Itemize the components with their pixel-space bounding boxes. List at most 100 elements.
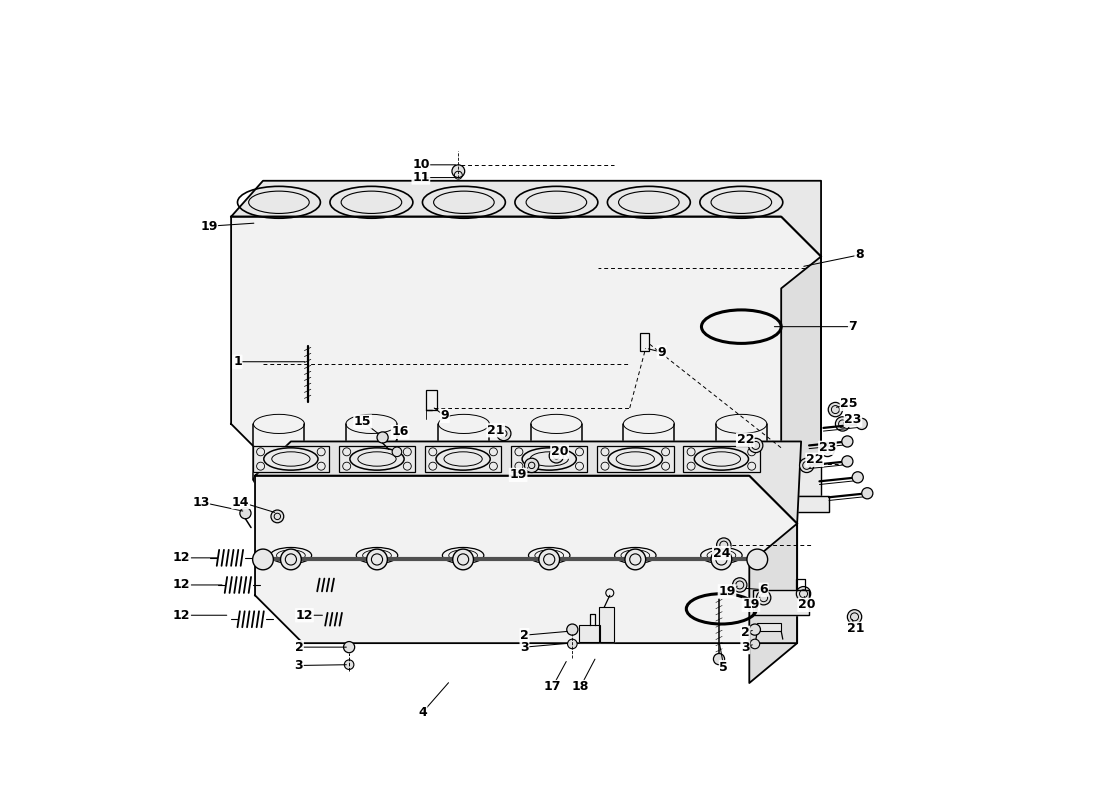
Circle shape	[748, 438, 763, 453]
Bar	[253, 446, 329, 472]
Text: 22: 22	[806, 454, 824, 466]
Polygon shape	[778, 464, 821, 496]
Text: 9: 9	[658, 346, 666, 358]
Text: 18: 18	[572, 681, 588, 694]
Circle shape	[366, 549, 387, 570]
Polygon shape	[697, 464, 741, 496]
Circle shape	[453, 549, 473, 570]
Text: 2: 2	[520, 629, 529, 642]
Bar	[778, 464, 821, 496]
Bar	[757, 623, 781, 631]
Text: 16: 16	[392, 426, 409, 438]
Circle shape	[539, 549, 560, 570]
Bar	[640, 333, 649, 350]
Bar	[275, 464, 319, 496]
Circle shape	[566, 624, 578, 635]
Circle shape	[711, 549, 732, 570]
Text: 19: 19	[742, 598, 760, 611]
Text: eurospares: eurospares	[502, 410, 678, 438]
Text: 12: 12	[173, 578, 190, 591]
Text: 12: 12	[173, 609, 190, 622]
Polygon shape	[425, 446, 502, 472]
Circle shape	[842, 456, 852, 467]
Bar	[683, 446, 760, 472]
Polygon shape	[754, 590, 810, 615]
Circle shape	[757, 590, 771, 605]
Text: 24: 24	[713, 546, 730, 559]
Text: 1: 1	[233, 355, 242, 368]
Polygon shape	[403, 464, 447, 496]
Polygon shape	[231, 181, 821, 257]
Text: 23: 23	[845, 414, 861, 426]
Bar	[597, 446, 673, 472]
Text: 5: 5	[719, 661, 728, 674]
Bar	[403, 464, 447, 496]
Polygon shape	[275, 464, 319, 496]
Text: 21: 21	[487, 424, 505, 437]
Circle shape	[525, 458, 539, 473]
Text: 19: 19	[718, 585, 736, 598]
Polygon shape	[600, 607, 614, 642]
Text: eurospares: eurospares	[502, 210, 678, 238]
Polygon shape	[554, 464, 597, 496]
Text: 13: 13	[192, 495, 209, 509]
Polygon shape	[757, 623, 781, 631]
Polygon shape	[231, 217, 821, 464]
Text: 25: 25	[840, 398, 858, 410]
Text: 10: 10	[412, 158, 430, 171]
Text: 22: 22	[737, 434, 755, 446]
Circle shape	[733, 578, 747, 592]
Bar	[600, 607, 614, 642]
Circle shape	[280, 549, 301, 570]
Bar	[554, 464, 597, 496]
Text: 20: 20	[798, 598, 815, 611]
Text: 12: 12	[173, 551, 190, 564]
Polygon shape	[683, 446, 760, 472]
Circle shape	[861, 488, 873, 499]
Polygon shape	[546, 496, 606, 512]
Bar	[769, 496, 829, 512]
Circle shape	[821, 442, 835, 457]
Polygon shape	[580, 625, 601, 642]
Bar	[510, 446, 587, 472]
Text: 2: 2	[295, 641, 304, 654]
Bar	[697, 464, 741, 496]
Circle shape	[271, 510, 284, 522]
Polygon shape	[597, 446, 673, 472]
Bar	[427, 390, 437, 410]
Polygon shape	[253, 446, 329, 472]
Text: eurospares: eurospares	[239, 410, 415, 438]
Polygon shape	[510, 446, 587, 472]
Text: 20: 20	[551, 446, 569, 458]
Circle shape	[800, 458, 814, 473]
Bar	[267, 496, 327, 512]
Circle shape	[549, 449, 563, 463]
Circle shape	[714, 654, 725, 665]
Text: 3: 3	[741, 641, 749, 654]
Circle shape	[392, 447, 402, 457]
Circle shape	[852, 472, 864, 483]
Polygon shape	[339, 446, 416, 472]
Polygon shape	[749, 523, 798, 683]
Circle shape	[749, 624, 760, 635]
Circle shape	[377, 432, 388, 443]
Text: 7: 7	[848, 320, 857, 333]
Text: 17: 17	[543, 681, 561, 694]
Circle shape	[828, 402, 843, 417]
Circle shape	[842, 436, 852, 447]
Text: 2: 2	[741, 626, 750, 639]
Polygon shape	[255, 442, 801, 523]
Bar	[339, 446, 416, 472]
Text: 23: 23	[818, 442, 836, 454]
Polygon shape	[781, 257, 821, 496]
Text: 19: 19	[200, 220, 218, 233]
Circle shape	[253, 549, 274, 570]
Text: 3: 3	[520, 641, 529, 654]
Text: 3: 3	[295, 659, 304, 672]
Bar	[690, 496, 749, 512]
Text: 11: 11	[412, 171, 430, 184]
Circle shape	[568, 639, 578, 649]
Polygon shape	[255, 476, 798, 643]
Circle shape	[796, 586, 811, 601]
Circle shape	[343, 642, 354, 653]
